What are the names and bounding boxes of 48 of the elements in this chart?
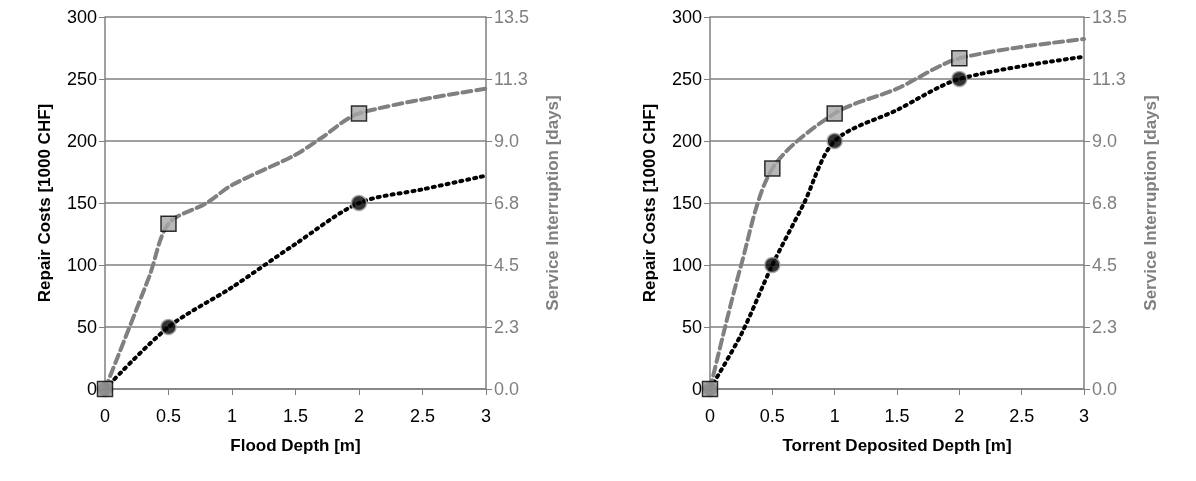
x-tick-label: 0.5: [155, 406, 182, 426]
y-tick-label: 100: [671, 255, 702, 275]
x-tick-label: 3: [1078, 406, 1090, 426]
y2-tick-label: 9.0: [494, 131, 520, 151]
y2-tick-label: 9.0: [1092, 131, 1118, 151]
y-tick-label: 200: [66, 131, 97, 151]
y2-axis-title: Service Interruption [days]: [1141, 95, 1160, 311]
y-tick-label: 50: [76, 317, 97, 337]
x-tick-label: 3: [480, 406, 492, 426]
x-tick-label: 1.5: [282, 406, 309, 426]
y-tick-label: 300: [66, 7, 97, 27]
y2-tick-label: 2.3: [1092, 317, 1118, 337]
y2-tick-label: 13.5: [494, 7, 530, 27]
y-axis-title: Repair Costs [1000 CHF]: [35, 103, 54, 303]
y2-tick-label: 2.3: [494, 317, 520, 337]
x-tick-label: 0.5: [759, 406, 785, 426]
y-tick-label: 150: [66, 193, 97, 213]
y-tick-label: 250: [671, 69, 702, 89]
y2-tick-label: 4.5: [494, 255, 520, 275]
y-tick-label: 150: [671, 193, 702, 213]
y2-tick-label: 0.0: [1092, 379, 1118, 399]
y-tick-label: 250: [66, 69, 97, 89]
y2-tick-label: 11.3: [1092, 69, 1126, 89]
x-tick-label: 0: [704, 406, 716, 426]
x-tick-label: 2: [353, 406, 365, 426]
y2-tick-label: 6.8: [494, 193, 520, 213]
y-axis-title: Repair Costs [1000 CHF]: [640, 103, 659, 303]
y2-tick-label: 0.0: [494, 379, 520, 399]
y-tick-label: 300: [671, 7, 702, 27]
y2-tick-label: 13.5: [1092, 7, 1128, 27]
x-tick-label: 1.5: [884, 406, 910, 426]
x-tick-label: 1: [829, 406, 840, 426]
x-tick-label: 0: [99, 406, 111, 426]
y2-axis-title: Service Interruption [days]: [543, 95, 562, 311]
y2-tick-label: 4.5: [1092, 255, 1118, 275]
y-tick-label: 100: [66, 255, 97, 275]
y-tick-label: 0: [86, 379, 97, 399]
x-axis-title: Flood Depth [m]: [230, 436, 361, 455]
x-tick-label: 2.5: [409, 406, 436, 426]
x-tick-label: 2.5: [1009, 406, 1035, 426]
y-tick-label: 200: [671, 131, 702, 151]
y-tick-label: 0: [691, 379, 702, 399]
y-tick-label: 50: [681, 317, 702, 337]
y2-tick-label: 6.8: [1092, 193, 1118, 213]
x-tick-label: 1: [226, 406, 238, 426]
x-tick-label: 2: [954, 406, 965, 426]
y2-tick-label: 11.3: [494, 69, 528, 89]
x-axis-title: Torrent Deposited Depth [m]: [782, 436, 1012, 455]
